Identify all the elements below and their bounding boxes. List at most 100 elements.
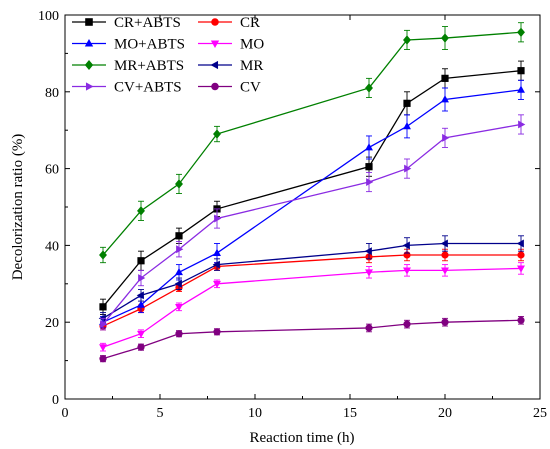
data-point xyxy=(213,129,221,139)
data-point xyxy=(176,245,184,254)
legend-item: CR xyxy=(198,15,260,31)
data-point xyxy=(441,267,449,275)
series-line xyxy=(102,267,522,348)
data-point xyxy=(138,274,146,282)
data-point xyxy=(214,214,222,223)
data-point xyxy=(174,279,182,288)
data-point xyxy=(137,300,145,308)
legend-item: CR+ABTS xyxy=(72,15,181,31)
series-mr-abts xyxy=(99,22,525,264)
legend-swatch-marker xyxy=(211,82,219,91)
legend-label: CR+ABTS xyxy=(114,15,181,31)
legend-label: CV xyxy=(240,80,261,96)
legend-swatch-marker xyxy=(210,60,219,70)
data-point xyxy=(137,343,145,351)
data-point xyxy=(175,267,183,276)
legend-label: MO+ABTS xyxy=(114,37,185,53)
series-line xyxy=(102,242,521,319)
legend-swatch-marker xyxy=(85,18,93,26)
data-point xyxy=(517,67,525,75)
data-point xyxy=(517,265,525,273)
legend-item: MO xyxy=(198,37,264,53)
series-line xyxy=(102,319,522,360)
data-point xyxy=(365,83,373,93)
data-point xyxy=(517,27,525,37)
y-axis-title: Decolorization ratio (%) xyxy=(10,134,26,281)
data-point xyxy=(403,122,411,130)
data-point xyxy=(100,320,108,329)
data-point xyxy=(517,251,525,259)
legend-swatch-marker xyxy=(84,60,94,70)
data-point xyxy=(99,355,107,363)
legend-swatch-marker xyxy=(85,82,94,91)
y-tick-label: 0 xyxy=(52,393,59,408)
series-mr xyxy=(98,235,524,325)
data-point xyxy=(137,330,145,339)
data-point xyxy=(175,179,183,189)
series-line xyxy=(102,123,522,325)
data-point xyxy=(403,35,411,45)
series-layer xyxy=(98,22,526,363)
legend-item: CV+ABTS xyxy=(72,80,182,96)
data-point xyxy=(403,320,411,328)
data-point xyxy=(175,232,183,240)
x-tick-label: 0 xyxy=(62,406,69,421)
data-point xyxy=(99,250,107,260)
x-tick-label: 20 xyxy=(438,406,452,421)
data-point xyxy=(175,303,183,312)
legend-label: CV+ABTS xyxy=(114,80,182,96)
legend-item: MR xyxy=(198,58,263,74)
data-point xyxy=(518,120,526,129)
data-point xyxy=(442,133,450,142)
series-line xyxy=(102,31,522,256)
legend-label: MO xyxy=(240,37,264,53)
data-point xyxy=(366,178,374,186)
y-tick-label: 80 xyxy=(45,86,59,101)
legend-swatch-marker xyxy=(211,18,219,26)
data-point xyxy=(365,163,373,171)
y-tick-label: 40 xyxy=(45,239,59,254)
data-point xyxy=(99,303,107,311)
legend-item: MO+ABTS xyxy=(72,37,185,53)
data-point xyxy=(213,248,221,256)
x-tick-label: 15 xyxy=(343,406,357,421)
data-point xyxy=(403,99,411,107)
legend-item: CV xyxy=(198,80,261,96)
legend: CR+ABTS CR MO+ABTS MO MR+ABTS MR CV+ABTS CV xyxy=(72,15,264,96)
data-point xyxy=(516,239,524,248)
data-point xyxy=(213,280,221,289)
series-line xyxy=(102,70,522,308)
data-point xyxy=(175,330,183,338)
legend-label: MR+ABTS xyxy=(114,58,184,74)
data-point xyxy=(365,324,373,332)
data-point xyxy=(404,164,412,173)
data-point xyxy=(441,251,449,259)
data-point xyxy=(136,291,144,300)
data-point xyxy=(365,143,373,151)
data-point xyxy=(403,267,411,275)
data-point xyxy=(213,328,221,336)
data-point xyxy=(364,247,372,256)
series-mo xyxy=(99,262,525,352)
data-point xyxy=(441,318,449,326)
legend-swatch-marker xyxy=(210,40,220,49)
data-point xyxy=(137,206,145,216)
y-tick-label: 100 xyxy=(38,9,59,24)
data-point xyxy=(441,33,449,43)
data-point xyxy=(441,95,449,103)
data-point xyxy=(137,257,145,265)
x-tick-label: 5 xyxy=(157,406,164,421)
y-tick-label: 60 xyxy=(45,163,59,178)
data-point xyxy=(440,239,448,248)
data-point xyxy=(365,269,373,277)
data-point xyxy=(517,85,525,93)
legend-label: MR xyxy=(240,58,263,74)
data-point xyxy=(441,74,449,82)
axis-ticks: 0 5 10 15 20 25 0 20 40 60 80 100 xyxy=(38,9,547,421)
series-mo-abts xyxy=(99,79,525,329)
y-tick-label: 20 xyxy=(45,316,59,331)
legend-label: CR xyxy=(240,15,260,31)
data-point xyxy=(402,241,410,250)
x-tick-label: 25 xyxy=(533,406,547,421)
